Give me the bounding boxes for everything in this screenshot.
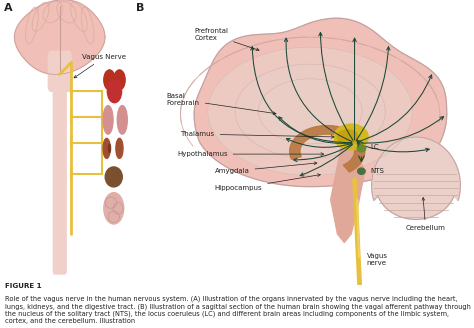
Text: Thalamus: Thalamus — [181, 131, 334, 138]
Polygon shape — [15, 0, 105, 74]
Ellipse shape — [334, 124, 368, 150]
Text: NTS: NTS — [370, 168, 384, 174]
Text: A: A — [4, 3, 13, 13]
Ellipse shape — [357, 145, 365, 152]
Ellipse shape — [117, 106, 127, 134]
FancyBboxPatch shape — [48, 51, 71, 91]
Ellipse shape — [109, 144, 110, 153]
Polygon shape — [208, 47, 412, 175]
Text: B: B — [136, 3, 145, 13]
Ellipse shape — [337, 130, 358, 144]
Polygon shape — [194, 18, 447, 187]
Ellipse shape — [104, 193, 124, 224]
Ellipse shape — [114, 70, 125, 90]
Text: Hypothalamus: Hypothalamus — [177, 151, 324, 157]
Ellipse shape — [103, 138, 110, 158]
Text: LC: LC — [370, 144, 379, 150]
Polygon shape — [290, 126, 365, 172]
Text: Hippocampus: Hippocampus — [215, 174, 320, 191]
Polygon shape — [235, 64, 385, 158]
Ellipse shape — [357, 168, 365, 174]
Text: Cerebellum: Cerebellum — [406, 197, 446, 231]
FancyBboxPatch shape — [53, 77, 66, 274]
Text: Amygdala: Amygdala — [215, 162, 317, 174]
Text: Vagus Nerve: Vagus Nerve — [74, 54, 127, 78]
Ellipse shape — [116, 138, 123, 158]
Ellipse shape — [105, 167, 122, 187]
Polygon shape — [331, 148, 365, 243]
Ellipse shape — [103, 106, 113, 134]
Text: Vagus
nerve: Vagus nerve — [366, 253, 388, 266]
Text: Basal
Forebrain: Basal Forebrain — [167, 93, 276, 114]
Polygon shape — [258, 79, 362, 144]
Text: Prefrontal
Cortex: Prefrontal Cortex — [194, 28, 259, 51]
Ellipse shape — [104, 70, 115, 90]
Ellipse shape — [107, 80, 121, 103]
Text: FIGURE 1: FIGURE 1 — [5, 283, 41, 289]
Text: Role of the vagus nerve in the human nervous system. (A) Illustration of the org: Role of the vagus nerve in the human ner… — [5, 296, 471, 324]
Polygon shape — [372, 137, 460, 219]
